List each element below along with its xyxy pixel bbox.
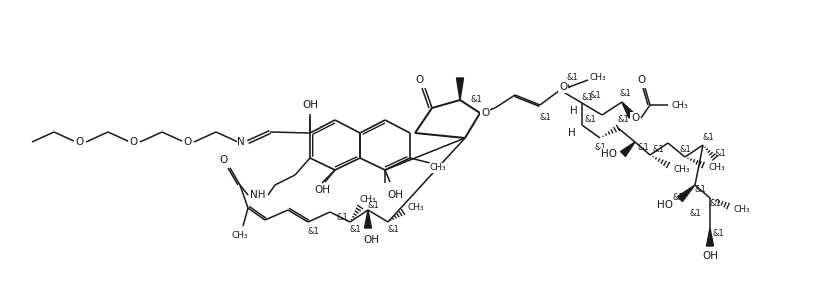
Text: O: O xyxy=(631,113,639,123)
Text: &1: &1 xyxy=(470,95,482,105)
Text: OH: OH xyxy=(314,185,330,195)
Polygon shape xyxy=(677,185,695,202)
Text: O: O xyxy=(75,137,83,147)
Text: CH₃: CH₃ xyxy=(709,163,725,173)
Text: NH: NH xyxy=(250,190,265,200)
Text: HO: HO xyxy=(657,200,673,210)
Text: &1: &1 xyxy=(619,89,631,99)
Text: OH: OH xyxy=(314,187,330,197)
Text: O: O xyxy=(481,108,489,118)
Text: CH₃: CH₃ xyxy=(672,101,689,109)
Text: &1: &1 xyxy=(652,145,664,155)
Text: &1: &1 xyxy=(709,199,721,207)
Text: &1: &1 xyxy=(672,192,684,202)
Text: CH₃: CH₃ xyxy=(589,73,606,81)
Text: &1: &1 xyxy=(307,228,319,236)
Text: CH₃: CH₃ xyxy=(733,206,751,214)
Text: OH: OH xyxy=(363,235,379,245)
Text: O: O xyxy=(220,155,228,165)
Text: &1: &1 xyxy=(566,74,578,82)
Polygon shape xyxy=(620,142,635,156)
Text: OH: OH xyxy=(302,103,318,113)
Text: CH₃: CH₃ xyxy=(674,164,690,174)
Text: HO: HO xyxy=(601,149,617,159)
Text: H: H xyxy=(570,106,578,116)
Text: &1: &1 xyxy=(336,213,348,221)
Text: &1: &1 xyxy=(694,185,706,195)
Text: CH₃: CH₃ xyxy=(430,163,446,173)
Text: OH: OH xyxy=(702,251,718,261)
Text: &1: &1 xyxy=(589,91,601,99)
Text: O: O xyxy=(183,137,191,147)
Polygon shape xyxy=(457,78,463,100)
Text: &1: &1 xyxy=(712,228,724,238)
Text: &1: &1 xyxy=(367,200,379,210)
Text: &1: &1 xyxy=(387,225,399,235)
Text: O: O xyxy=(638,75,646,85)
Text: &1: &1 xyxy=(539,113,551,121)
Text: N: N xyxy=(237,137,245,147)
Polygon shape xyxy=(365,210,371,228)
Text: CH₃: CH₃ xyxy=(408,203,424,211)
Text: O: O xyxy=(129,137,137,147)
Text: &1: &1 xyxy=(349,225,361,235)
Text: &1: &1 xyxy=(702,132,714,142)
Text: H: H xyxy=(568,128,575,138)
Text: &1: &1 xyxy=(714,149,726,157)
Text: CH₃: CH₃ xyxy=(360,196,376,204)
Text: &1: &1 xyxy=(637,142,649,152)
Text: O: O xyxy=(559,82,567,92)
Text: &1: &1 xyxy=(689,209,701,217)
Text: &1: &1 xyxy=(594,143,606,152)
Text: OH: OH xyxy=(387,190,403,200)
Text: OH: OH xyxy=(302,100,318,110)
Text: &1: &1 xyxy=(584,116,596,124)
Polygon shape xyxy=(707,228,714,246)
Text: &1: &1 xyxy=(617,116,629,124)
Text: OH: OH xyxy=(387,190,403,200)
Text: &1: &1 xyxy=(679,145,691,153)
Text: &1: &1 xyxy=(581,94,593,102)
Text: O: O xyxy=(416,75,424,85)
Polygon shape xyxy=(622,102,635,118)
Text: CH₃: CH₃ xyxy=(232,231,248,241)
